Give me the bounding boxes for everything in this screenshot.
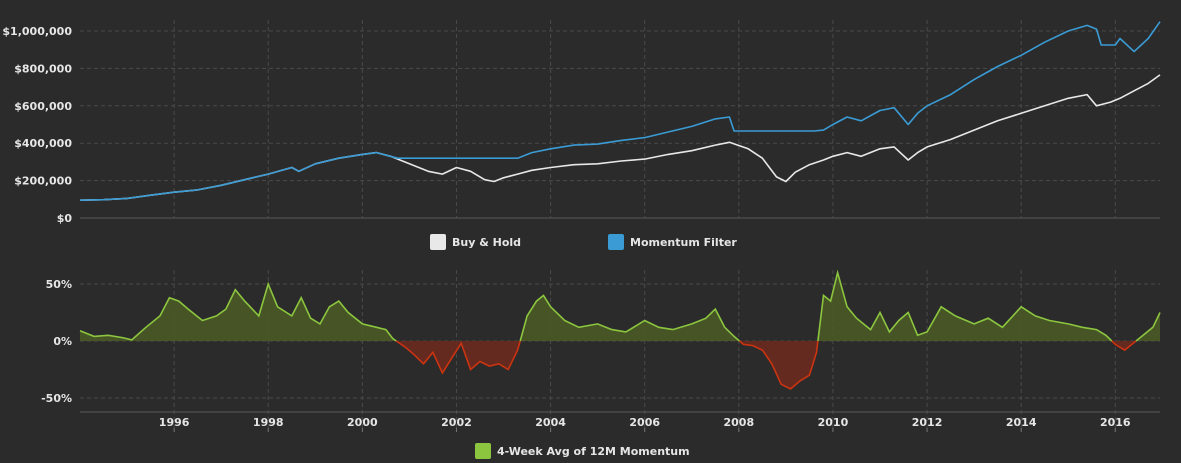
series-line-momentum-filter xyxy=(79,21,1161,201)
portfolio-legend: Buy & Hold Momentum Filter xyxy=(430,234,737,250)
momentum-negative-line xyxy=(395,340,521,375)
legend-swatch-momentum xyxy=(475,443,491,459)
momentum-panel: -50% 0% 50% 1996 1998 2000 2002 2004 2006 2008 20… xyxy=(41,269,1161,432)
momentum-y-tick-labels: -50% 0% 50% xyxy=(41,278,72,405)
momentum-negative-area xyxy=(396,341,521,373)
momentum-positive-line xyxy=(1135,312,1161,342)
y-tick-label: $0 xyxy=(57,212,73,225)
portfolio-value-series xyxy=(79,21,1161,201)
y-tick-label: $1,000,000 xyxy=(2,25,72,38)
legend-item-buy-hold[interactable]: Buy & Hold xyxy=(430,234,521,250)
x-tick-label: 2014 xyxy=(1006,416,1037,429)
momentum-positive-line xyxy=(519,294,741,342)
y-tick-label: $400,000 xyxy=(14,137,72,150)
x-tick-label: 2016 xyxy=(1100,416,1131,429)
legend-label-buy-hold: Buy & Hold xyxy=(452,236,521,249)
momentum-negative-line xyxy=(1111,340,1137,352)
momentum-area-series xyxy=(79,269,1161,390)
portfolio-value-gridlines xyxy=(80,20,1160,219)
momentum-negative-area xyxy=(739,341,818,389)
legend-swatch-momentum-filter xyxy=(608,234,624,250)
y-tick-label: $600,000 xyxy=(14,100,72,113)
x-tick-label: 1996 xyxy=(159,416,190,429)
momentum-gridlines xyxy=(80,270,1160,432)
portfolio-value-y-tick-labels: $0 $200,000 $400,000 $600,000 $800,000 $1,000… xyxy=(2,25,72,225)
y-tick-label: 0% xyxy=(53,335,72,348)
x-tick-label: 2000 xyxy=(347,416,378,429)
momentum-positive-area xyxy=(817,272,1112,341)
momentum-positive-line xyxy=(817,269,1113,342)
momentum-positive-area xyxy=(1136,312,1160,341)
momentum-negative-area xyxy=(1111,341,1136,351)
portfolio-value-panel: $0 $200,000 $400,000 $600,000 $800,000 $1,000… xyxy=(2,20,1161,225)
momentum-x-tick-labels: 1996 1998 2000 2002 2004 2006 2008 2010 2012 2014… xyxy=(159,416,1131,429)
x-tick-label: 2006 xyxy=(629,416,660,429)
y-tick-label: $200,000 xyxy=(14,175,72,188)
x-tick-label: 2004 xyxy=(535,416,566,429)
y-tick-label: -50% xyxy=(41,392,72,405)
x-tick-label: 2008 xyxy=(724,416,755,429)
momentum-negative-line xyxy=(738,340,819,390)
legend-label-momentum: 4-Week Avg of 12M Momentum xyxy=(497,445,690,458)
y-tick-label: 50% xyxy=(46,278,72,291)
x-tick-label: 2012 xyxy=(912,416,943,429)
y-tick-label: $800,000 xyxy=(14,62,72,75)
momentum-positive-area xyxy=(520,295,740,341)
momentum-legend: 4-Week Avg of 12M Momentum xyxy=(475,443,690,459)
x-tick-label: 1998 xyxy=(253,416,284,429)
x-tick-label: 2002 xyxy=(441,416,472,429)
x-tick-label: 2010 xyxy=(818,416,849,429)
legend-label-momentum-filter: Momentum Filter xyxy=(630,236,737,249)
series-line-buy-hold xyxy=(79,74,1161,201)
momentum-positive-line xyxy=(79,281,397,342)
legend-item-momentum-filter[interactable]: Momentum Filter xyxy=(608,234,737,250)
momentum-positive-area xyxy=(80,284,397,341)
legend-item-momentum[interactable]: 4-Week Avg of 12M Momentum xyxy=(475,443,690,459)
legend-swatch-buy-hold xyxy=(430,234,446,250)
